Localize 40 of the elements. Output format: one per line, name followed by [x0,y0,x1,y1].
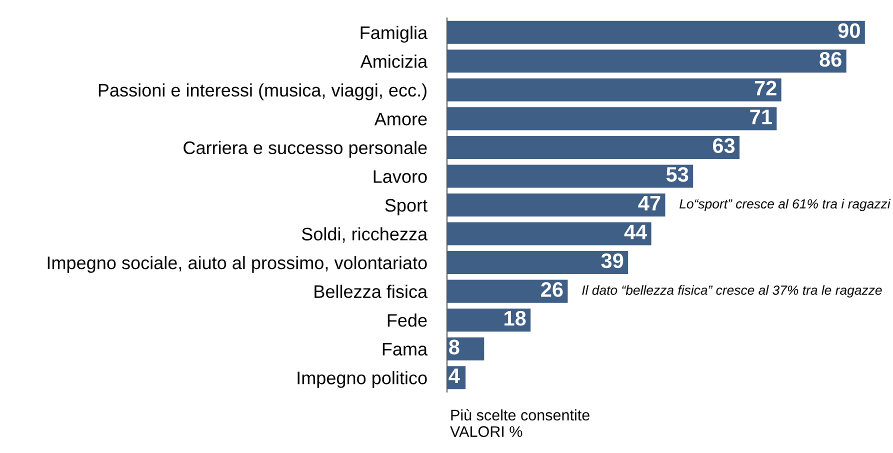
y-tick-label: Impegno politico [298,371,427,388]
y-tick-label: Amicizia [360,54,428,68]
text: Più scelte consentite VALORI % [450,409,590,437]
bar [447,136,740,159]
bar [447,193,666,217]
y-tick-label: Fama [382,342,428,356]
y-tick-label: Carriera e successo personale [184,140,427,158]
data-label: 53 [666,167,688,182]
y-tick-label: Lavoro [374,170,427,183]
bar [447,107,777,130]
bar [447,308,531,332]
y-tick-label: Amore [374,112,427,126]
data-label: 44 [624,224,648,240]
y-tick-label: Fede [388,314,427,327]
data-label: 63 [712,138,735,154]
data-label: 86 [820,52,842,67]
data-label: 8 [449,340,460,354]
data-label: 18 [504,310,526,326]
annotation: Il dato “bellezza fisica” cresce al 37% tra le ragazze [582,285,882,298]
bar [447,50,846,73]
y-tick-label: Sport [385,198,428,216]
y-tick-label: Impegno sociale, aiuto al prossimo, volontariato [48,256,427,273]
data-label: 39 [601,253,624,268]
bar [447,20,865,44]
y-tick-label: Soldi, ricchezza [302,227,428,243]
y-tick-label: Famiglia [360,26,428,43]
data-label: 26 [541,282,563,297]
data-label: 71 [750,110,772,124]
data-label: 90 [838,23,860,38]
bar [447,280,568,303]
data-label: 47 [638,196,660,210]
bar [447,251,628,274]
annotation: Lo“sport” cresce al 61% tra i ragazzi [680,198,891,212]
bar [447,222,652,246]
y-tick-label: Bellezza fisica [314,284,428,298]
data-label: 4 [448,368,460,384]
bar [447,78,782,102]
data-label: 72 [754,80,776,96]
y-tick-label: Passioni e interessi (musica, viaggi, ecc.) [98,83,426,100]
bar [447,164,694,188]
